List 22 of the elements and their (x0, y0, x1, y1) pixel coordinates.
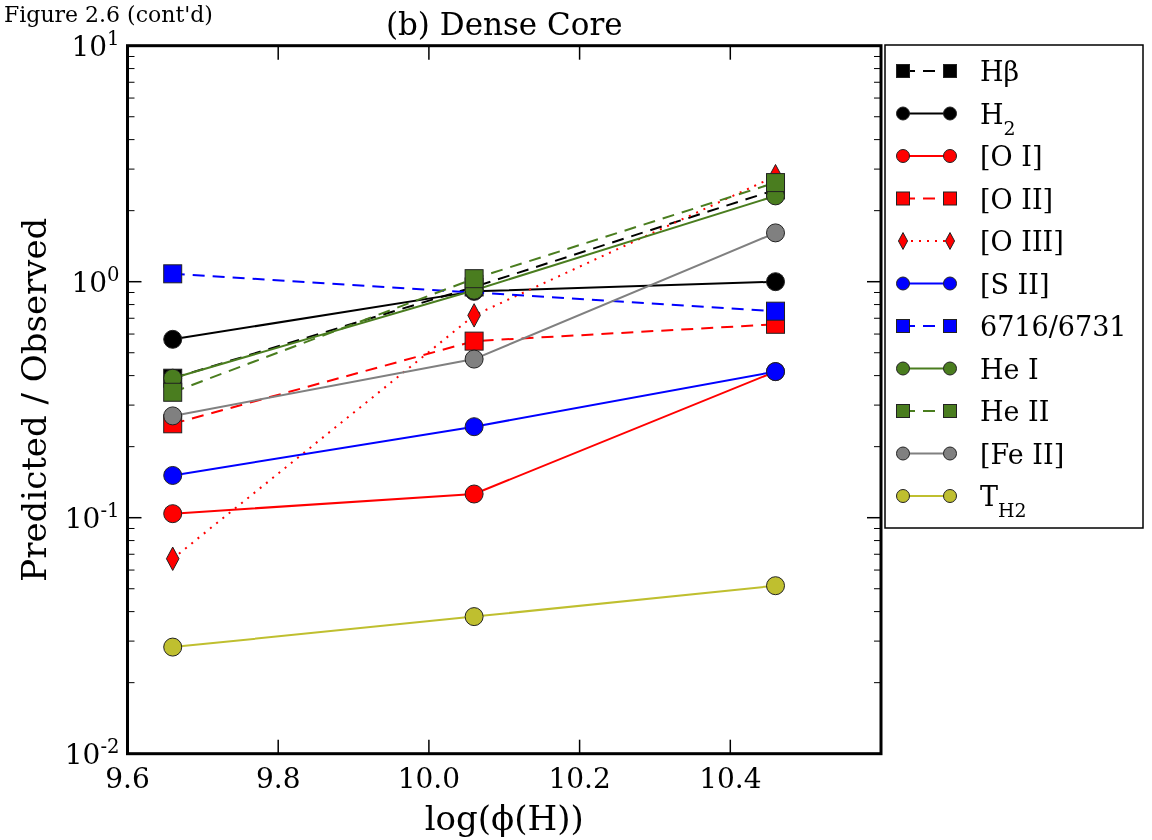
legend-label: Hβ (980, 56, 1020, 87)
legend-label: [Fe II] (980, 438, 1065, 470)
y-tick-label: 10$^{1}$ (71, 26, 120, 63)
legend-label: [O II] (980, 183, 1054, 215)
legend-label: He I (980, 353, 1039, 385)
legend-label: [S II] (980, 268, 1050, 300)
x-tick-label: 9.8 (255, 761, 301, 795)
x-tick-label: 10.4 (699, 761, 762, 795)
legend-label: He II (980, 396, 1050, 427)
legend-label: H$_{2}$ (980, 98, 1016, 139)
x-tick-label: 10.2 (548, 761, 611, 795)
x-tick-label: 10.0 (397, 761, 461, 795)
legend-label: [O III] (980, 226, 1064, 257)
legend-label: [O I] (980, 141, 1043, 172)
chart-title: (b) Dense Core (385, 6, 623, 42)
legend-label: 6716/6731 (980, 311, 1127, 342)
y-tick-label: 10$^{0}$ (71, 262, 120, 299)
y-axis-title: Predicted / Observed (14, 217, 54, 582)
y-tick-label: 10$^{-1}$ (64, 498, 120, 535)
caption: Figure 2.6 (cont'd) (4, 2, 213, 27)
legend-label: T$_{H2}$ (980, 481, 1027, 521)
x-axis-title: log(ϕ(H)) (424, 797, 584, 838)
